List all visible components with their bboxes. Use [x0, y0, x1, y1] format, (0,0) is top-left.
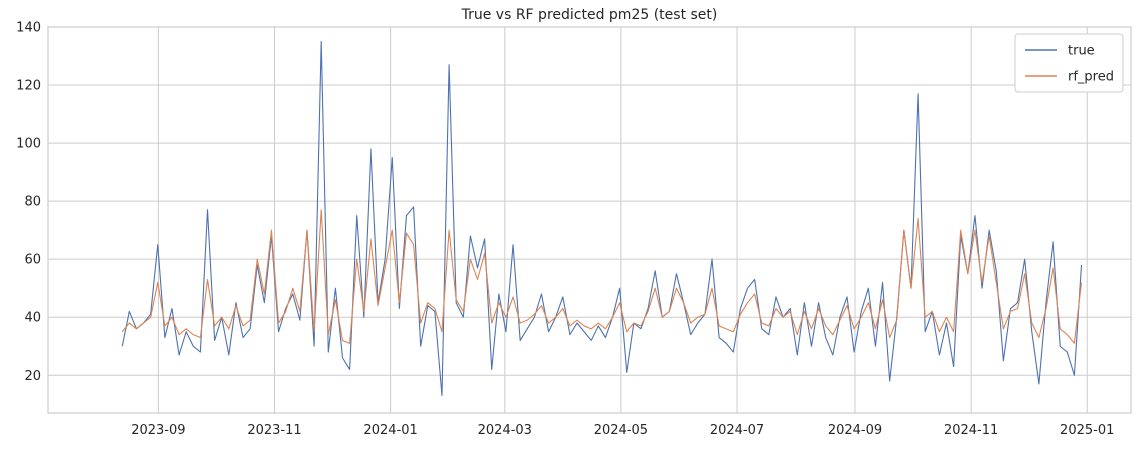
x-tick-label: 2024-11 [944, 423, 998, 438]
y-tick-label: 120 [16, 79, 41, 94]
series-layer [121, 40, 1083, 397]
series-line-true [121, 40, 1083, 397]
y-tick-label: 60 [24, 253, 41, 268]
y-tick-label: 100 [16, 137, 41, 152]
y-tick-label: 40 [24, 311, 41, 326]
legend-label-true: true [1068, 44, 1095, 59]
x-tick-label: 2025-01 [1060, 423, 1114, 438]
x-tick-label: 2024-09 [828, 423, 882, 438]
y-tick-label: 20 [24, 369, 41, 384]
x-tick-label: 2024-01 [363, 423, 417, 438]
x-tick-label: 2023-09 [131, 423, 185, 438]
ticks-layer: 20 40 60 80 100 120 140 2023-09 2023-11 2024-01 20… [16, 21, 1114, 439]
legend-box [1014, 33, 1124, 93]
grid [48, 26, 1131, 413]
y-tick-label: 80 [24, 195, 41, 210]
x-tick-label: 2024-07 [710, 423, 764, 438]
y-tick-label: 140 [16, 21, 41, 36]
x-tick-label: 2024-05 [594, 423, 648, 438]
legend: true rf_pred [1014, 33, 1124, 93]
plot-area-frame [47, 26, 1132, 414]
series-line-rf-pred [121, 209, 1083, 344]
legend-label-rf-pred: rf_pred [1068, 70, 1114, 85]
x-tick-label: 2024-03 [478, 423, 532, 438]
chart-title: True vs RF predicted pm25 (test set) [461, 7, 718, 23]
x-tick-label: 2023-11 [247, 423, 301, 438]
